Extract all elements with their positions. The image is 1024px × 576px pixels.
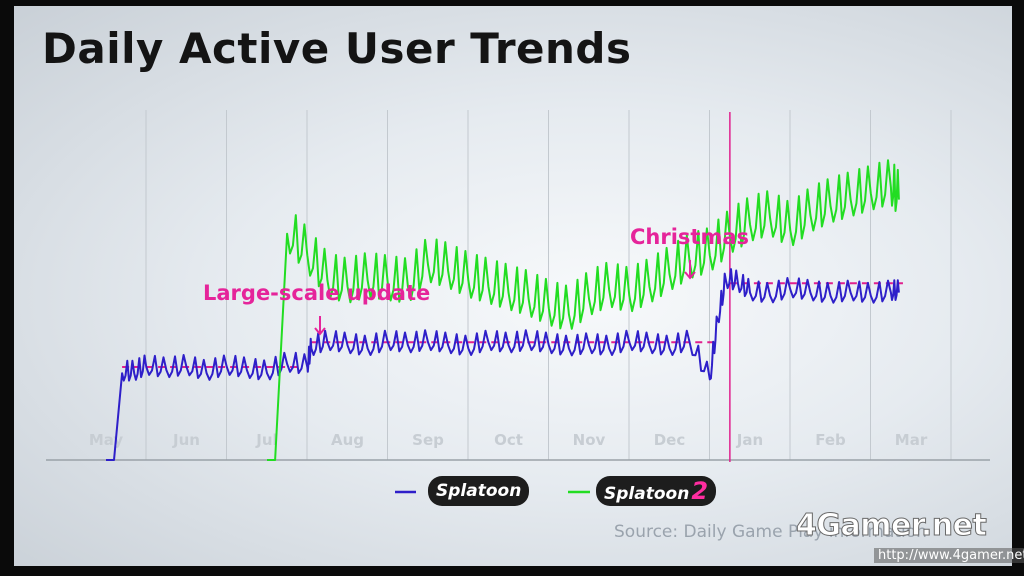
annotation-arrow-head bbox=[314, 327, 326, 336]
splatoon-logo-text: Splatoon bbox=[436, 481, 522, 501]
x-tick-label: Nov bbox=[573, 431, 606, 449]
splatoon2-logo-number: 2 bbox=[691, 477, 709, 505]
x-tick-label: Oct bbox=[494, 431, 523, 449]
x-axis-labels: May Jun Jul Aug Sep Oct Nov Dec Jan Feb Mar bbox=[89, 431, 928, 449]
series-lines bbox=[106, 159, 900, 461]
watermark-url: http://www.4gamer.net/ bbox=[874, 548, 1024, 563]
annotations: Large-scale update Christmas bbox=[203, 225, 749, 336]
x-tick-label: Jul bbox=[255, 431, 277, 449]
x-tick-label: Mar bbox=[895, 431, 928, 449]
splatoon2-logo-text: Splatoon bbox=[604, 484, 690, 504]
x-tick-label: Aug bbox=[331, 431, 364, 449]
x-tick-label: Jan bbox=[736, 431, 763, 449]
chart-title: Daily Active User Trends bbox=[42, 24, 632, 73]
splatoon2-logo: Splatoon2 bbox=[596, 476, 717, 506]
annotation-label: Christmas bbox=[630, 225, 749, 249]
splatoon-logo: Splatoon bbox=[428, 476, 530, 506]
x-tick-label: Jun bbox=[172, 431, 200, 449]
splatoon2-series-line bbox=[267, 159, 900, 461]
x-tick-label: Feb bbox=[815, 431, 846, 449]
splatoon-series-line bbox=[106, 268, 900, 461]
annotation-label: Large-scale update bbox=[203, 281, 430, 305]
x-tick-label: Dec bbox=[654, 431, 686, 449]
watermark-brand: 4Gamer.net bbox=[795, 508, 987, 544]
source-note: Source: Daily Game Play information bbox=[614, 522, 927, 542]
slide bbox=[14, 6, 1012, 566]
x-tick-label: Sep bbox=[412, 431, 444, 449]
annotation-arrow-head bbox=[684, 271, 696, 280]
x-tick-label: May bbox=[89, 431, 124, 449]
